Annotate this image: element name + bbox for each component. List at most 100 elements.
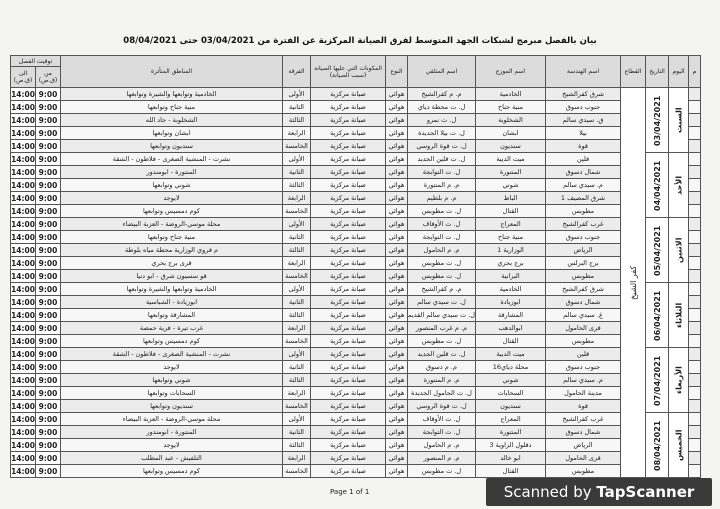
type-cell: هوائي [385, 178, 408, 192]
date-cell: 03/04/2021 [645, 87, 669, 153]
table-row: مطوبس القتال ل. ت مطوبس هوائي صيانة مركزية ال… [10, 204, 701, 218]
to-cell: 14:00 [10, 412, 36, 426]
distributor-cell: الخادمية [475, 282, 546, 296]
row-number [688, 308, 701, 322]
to-cell: 14:00 [10, 191, 36, 205]
engineering-cell: مطوبس [545, 269, 621, 283]
distributor-cell: سنديون [475, 139, 546, 153]
team-cell: الثانية [282, 230, 311, 244]
to-cell: 14:00 [10, 204, 36, 218]
team-cell: الأولى [282, 412, 311, 426]
table-row: برج البرلس برج بحري ل. ت مطوبس هوائي صيانة م… [10, 256, 701, 270]
row-number [688, 412, 701, 426]
components-cell: صيانة مركزية [310, 113, 386, 127]
type-cell: هوائي [385, 386, 408, 400]
to-cell: 14:00 [10, 321, 36, 335]
table-row: السبت 03/04/2021 كفر الشيخ شرق كفرالشيخ الخا… [10, 87, 701, 478]
team-cell: الخامسة [282, 464, 311, 478]
receiver-cell: م. م غرب المنصور [407, 321, 476, 335]
row-number [688, 152, 701, 166]
team-cell: الثانية [282, 295, 311, 309]
day-cell: السبت [668, 87, 689, 153]
engineering-cell: شرق كفرالشيخ [545, 87, 621, 101]
engineering-cell: مدينة الحامول [545, 386, 621, 400]
distributor-cell: القتال [475, 464, 546, 478]
distributor-cell: سنديون [475, 399, 546, 413]
engineering-cell: شمال دسوق [545, 165, 621, 179]
receiver-cell: ل. ت مطوبس [407, 334, 476, 348]
receiver-cell: م. م المنتورة [407, 373, 476, 387]
team-cell: الخامسة [282, 139, 311, 153]
from-cell: 9:00 [35, 256, 61, 270]
from-cell: 9:00 [35, 399, 61, 413]
date-cell: 07/04/2021 [645, 347, 669, 413]
to-cell: 14:00 [10, 165, 36, 179]
team-cell: الثانية [282, 165, 311, 179]
distributor-cell: المعراج [475, 412, 546, 426]
from-cell: 9:00 [35, 321, 61, 335]
engineering-cell: جنوب دسوق [545, 100, 621, 114]
row-number [688, 204, 701, 218]
date-cell: 05/04/2021 [645, 217, 669, 283]
distributor-cell: دقلول الزاوية 3 [475, 438, 546, 452]
receiver-cell: ل. ت التوابجة [407, 230, 476, 244]
type-cell: هوائي [385, 347, 408, 361]
distributor-cell: منية جناح [475, 230, 546, 244]
type-cell: هوائي [385, 126, 408, 140]
receiver-cell: ل. ت التوابجة [407, 425, 476, 439]
areas-cell: كوم دمسيس وتوابعها [60, 334, 283, 348]
team-cell: الأولى [282, 152, 311, 166]
from-cell: 9:00 [35, 360, 61, 374]
row-number [688, 100, 701, 114]
date-cell: 08/04/2021 [645, 412, 669, 478]
from-cell: 9:00 [35, 126, 61, 140]
day-cell: الاثنين [668, 217, 689, 283]
team-cell: الثالثة [282, 178, 311, 192]
receiver-cell: م. م كفرالشيخ [407, 87, 476, 101]
components-cell: صيانة مركزية [310, 373, 386, 387]
table-row: الخميس 08/04/2021 غرب كفرالشيخ المعراج ل. ت … [10, 412, 701, 478]
distributor-cell: الشخلوبة [475, 113, 546, 127]
from-cell: 9:00 [35, 295, 61, 309]
table-row: ق. سيدي سالم الشخلوبة ل. ت نمرو هوائي صيانة … [10, 113, 701, 127]
type-cell: هوائي [385, 87, 408, 101]
team-cell: الأولى [282, 87, 311, 101]
to-cell: 14:00 [10, 178, 36, 192]
components-cell: صيانة مركزية [310, 321, 386, 335]
type-cell: هوائي [385, 334, 408, 348]
distributor-cell: المنتورة [475, 165, 546, 179]
team-cell: الثالثة [282, 113, 311, 127]
distributor-cell: الباط [475, 191, 546, 205]
areas-cell: سنديون وتوابعها [60, 139, 283, 153]
distributor-cell: البرانية [475, 269, 546, 283]
table-row: الثلاثاء 06/04/2021 شرق كفرالشيخ الخادمية م.… [10, 282, 701, 348]
components-cell: صيانة مركزية [310, 425, 386, 439]
receiver-cell: ل. ت محطة دياي [407, 100, 476, 114]
table-row: الأربعاء 07/04/2021 قلين ميت الديبة ل. ت قلي… [10, 347, 701, 413]
table-row: م. سيدي سالم شوني م. م المنتورة هوائي صيانة … [10, 373, 701, 387]
type-cell: هوائي [385, 243, 408, 257]
receiver-cell: ل. ت التوابجة [407, 165, 476, 179]
from-cell: 9:00 [35, 373, 61, 387]
areas-cell: قو سسيون شرق - ابو دنيا [60, 269, 283, 283]
components-cell: صيانة مركزية [310, 386, 386, 400]
from-cell: 9:00 [35, 178, 61, 192]
components-cell: صيانة مركزية [310, 152, 386, 166]
type-cell: هوائي [385, 373, 408, 387]
to-cell: 14:00 [10, 139, 36, 153]
areas-cell: الخادمية وتوابعها والشيرة وتوابعها [60, 282, 283, 296]
areas-cell: لايوجد [60, 438, 283, 452]
table-row: مطوبس القتال ل. ت مطوبس هوائي صيانة مركزية ال… [10, 334, 701, 348]
components-cell: صيانة مركزية [310, 451, 386, 465]
type-cell: هوائي [385, 165, 408, 179]
receiver-cell: ل. ت مطوبس [407, 256, 476, 270]
receiver-cell: م. م الحامول [407, 243, 476, 257]
to-cell: 14:00 [10, 334, 36, 348]
distributor-cell: ابوالدهب [475, 321, 546, 335]
row-number [688, 451, 701, 465]
header-team: الفرقة [282, 55, 311, 88]
areas-cell: غرب تيرة - قرية حمصة [60, 321, 283, 335]
row-number [688, 87, 701, 101]
row-number [688, 438, 701, 452]
engineering-cell: مطوبس [545, 464, 621, 478]
